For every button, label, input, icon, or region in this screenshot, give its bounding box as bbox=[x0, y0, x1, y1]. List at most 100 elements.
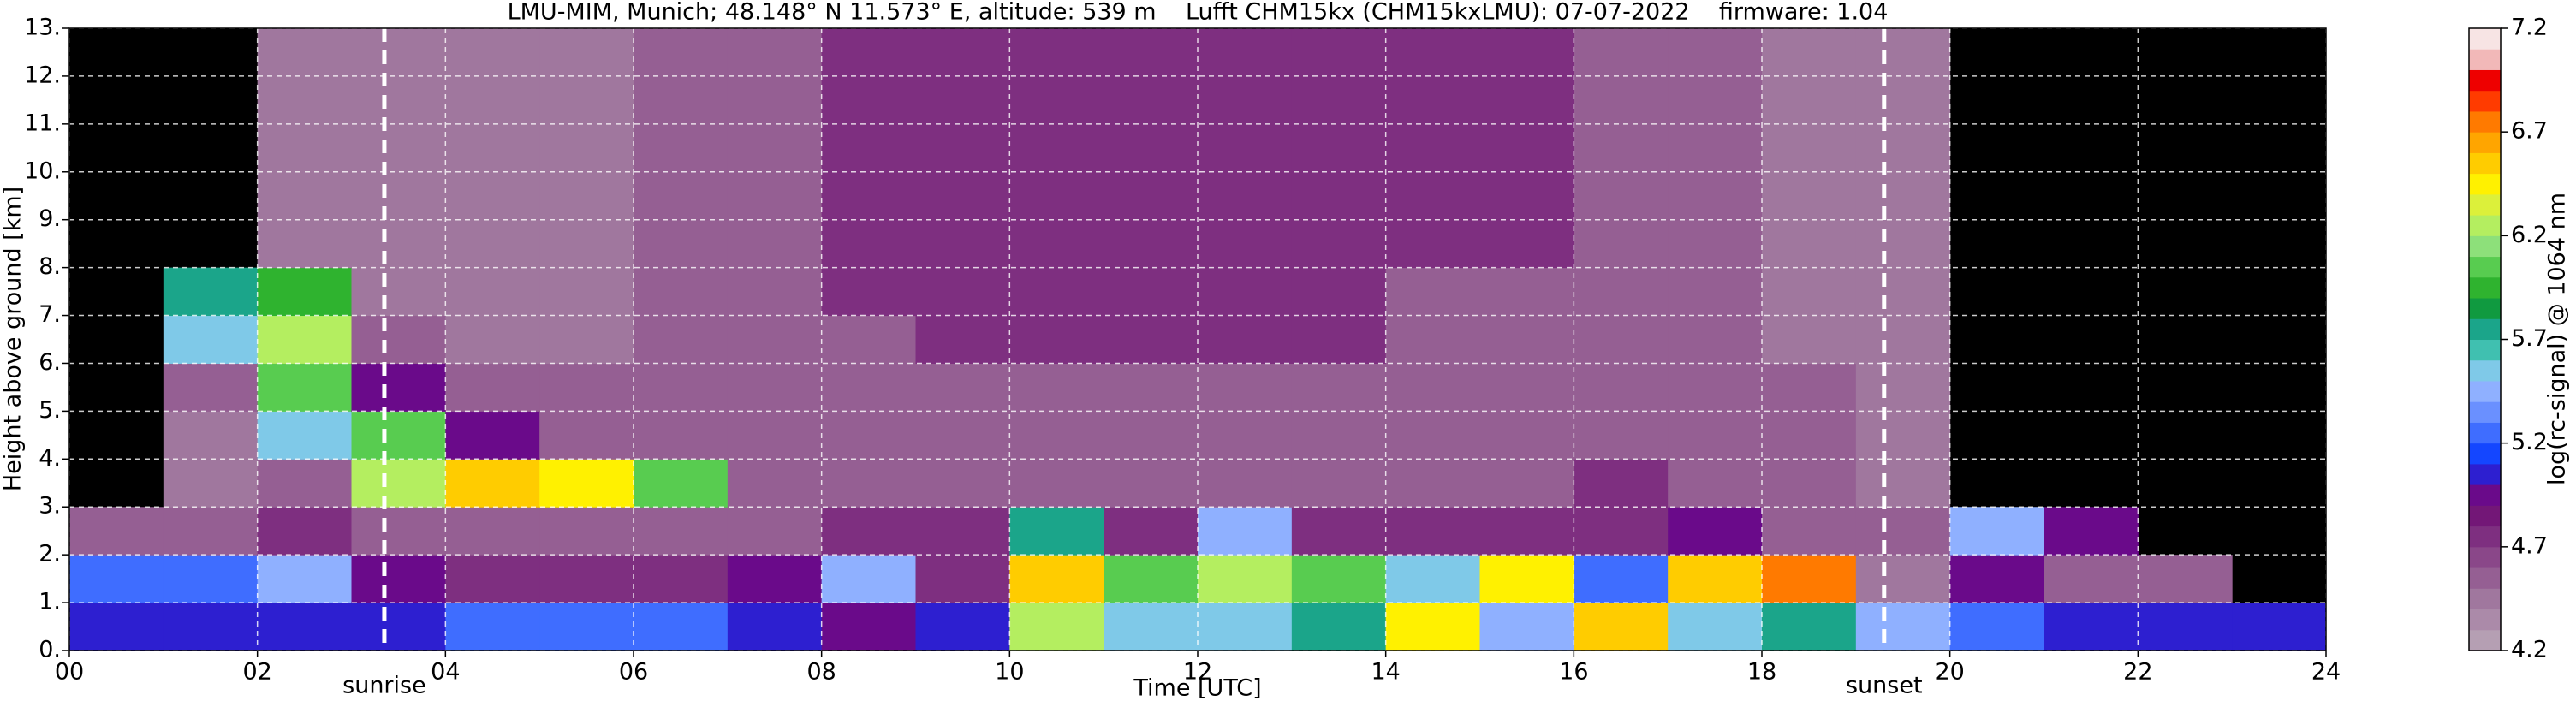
heatmap-cell bbox=[1198, 603, 1293, 651]
heatmap-cell bbox=[634, 75, 729, 125]
heatmap-cell bbox=[1855, 603, 1951, 651]
y-tick-label: 4. bbox=[39, 445, 61, 472]
heatmap-cell bbox=[821, 171, 916, 221]
x-tick-label: 24 bbox=[2311, 659, 2341, 686]
heatmap-cell bbox=[1762, 171, 1857, 221]
heatmap-cell bbox=[163, 411, 259, 460]
heatmap-cell bbox=[1104, 267, 1199, 317]
heatmap-cell bbox=[1479, 219, 1574, 269]
heatmap-cell bbox=[539, 603, 634, 651]
heatmap-cell bbox=[1574, 267, 1669, 317]
heatmap-cell bbox=[1291, 28, 1387, 77]
x-tick-label: 04 bbox=[431, 659, 460, 686]
heatmap-cell bbox=[1574, 315, 1669, 364]
heatmap-cell bbox=[1385, 411, 1480, 460]
heatmap-cell bbox=[1668, 75, 1763, 125]
heatmap-cell bbox=[445, 171, 540, 221]
heatmap-cell bbox=[1668, 171, 1763, 221]
heatmap-cell bbox=[1574, 555, 1669, 603]
y-tick-label: 0. bbox=[39, 637, 61, 663]
x-tick-label: 06 bbox=[619, 659, 648, 686]
heatmap-cell bbox=[445, 603, 540, 651]
y-tick-label: 6. bbox=[39, 349, 61, 376]
heatmap-cell bbox=[539, 267, 634, 317]
heatmap-cell bbox=[257, 75, 352, 125]
heatmap-cell bbox=[2138, 603, 2233, 651]
heatmap-cell bbox=[1855, 123, 1951, 173]
colorbar-tick-label: 4.2 bbox=[2511, 637, 2548, 663]
heatmap-cell bbox=[257, 219, 352, 269]
y-tick-label: 7. bbox=[39, 301, 61, 328]
heatmap-cell bbox=[1668, 267, 1763, 317]
heatmap-cell bbox=[915, 411, 1010, 460]
colorbar-band bbox=[2469, 276, 2501, 299]
heatmap-cell bbox=[1291, 507, 1387, 556]
heatmap-cell bbox=[1762, 28, 1857, 77]
heatmap-cell bbox=[1479, 459, 1574, 508]
heatmap-cell bbox=[351, 123, 446, 173]
colorbar-band bbox=[2469, 90, 2501, 112]
heatmap-cell bbox=[727, 171, 823, 221]
heatmap-cell bbox=[1574, 28, 1669, 77]
heatmap-cell bbox=[445, 555, 540, 603]
heatmap-cell bbox=[915, 363, 1010, 412]
heatmap-cell bbox=[351, 315, 446, 364]
heatmap-cell bbox=[915, 507, 1010, 556]
heatmap-cell bbox=[1291, 363, 1387, 412]
colorbar-band bbox=[2469, 339, 2501, 361]
heatmap-cell bbox=[1009, 363, 1104, 412]
heatmap-cell bbox=[915, 75, 1010, 125]
heatmap-cell bbox=[821, 555, 916, 603]
heatmap-cell bbox=[1479, 267, 1574, 317]
heatmap-cell bbox=[351, 603, 446, 651]
y-tick-label: 13. bbox=[24, 15, 61, 41]
heatmap-cell bbox=[1198, 315, 1293, 364]
heatmap-cell bbox=[727, 603, 823, 651]
heatmap-cell bbox=[915, 28, 1010, 77]
heatmap-cell bbox=[1479, 28, 1574, 77]
heatmap-cell bbox=[69, 555, 164, 603]
heatmap-cell bbox=[1291, 555, 1387, 603]
heatmap-cell bbox=[445, 75, 540, 125]
heatmap-cell bbox=[1855, 315, 1951, 364]
heatmap-cell bbox=[727, 123, 823, 173]
heatmap-cell bbox=[1385, 315, 1480, 364]
heatmap-cell bbox=[727, 75, 823, 125]
heatmap-cell bbox=[1198, 411, 1293, 460]
heatmap-cell bbox=[1668, 123, 1763, 173]
heatmap-cell bbox=[1385, 28, 1480, 77]
heatmap-cell bbox=[1385, 219, 1480, 269]
heatmap-cell bbox=[821, 315, 916, 364]
heatmap-cell bbox=[1479, 75, 1574, 125]
heatmap-cell bbox=[1762, 411, 1857, 460]
heatmap-cell bbox=[1762, 267, 1857, 317]
heatmap-cell bbox=[2044, 507, 2139, 556]
heatmap-cell bbox=[1198, 555, 1293, 603]
heatmap-cell bbox=[727, 28, 823, 77]
heatmap-cell bbox=[445, 459, 540, 508]
heatmap-cell bbox=[1009, 171, 1104, 221]
colorbar-band bbox=[2469, 484, 2501, 506]
heatmap-cell bbox=[1104, 363, 1199, 412]
x-tick-label: 02 bbox=[242, 659, 271, 686]
colorbar-tick-label: 5.2 bbox=[2511, 429, 2548, 455]
heatmap-cell bbox=[634, 363, 729, 412]
x-tick-label: 16 bbox=[1559, 659, 1588, 686]
heatmap-cell bbox=[539, 123, 634, 173]
heatmap-cell bbox=[1855, 507, 1951, 556]
heatmap-cell bbox=[1855, 75, 1951, 125]
heatmap-cell bbox=[1762, 555, 1857, 603]
colorbar-band bbox=[2469, 69, 2501, 92]
heatmap-cell bbox=[1855, 219, 1951, 269]
heatmap-cell bbox=[1104, 315, 1199, 364]
colorbar-tick-label: 7.2 bbox=[2511, 15, 2548, 41]
heatmap-cell bbox=[1574, 123, 1669, 173]
heatmap-cell bbox=[1198, 123, 1293, 173]
heatmap-cell bbox=[1198, 459, 1293, 508]
heatmap-cell bbox=[1949, 507, 2044, 556]
heatmap-cell bbox=[1009, 411, 1104, 460]
heatmap-cell bbox=[1385, 75, 1480, 125]
heatmap-cell bbox=[821, 267, 916, 317]
colorbar-band bbox=[2469, 215, 2501, 236]
heatmap-cell bbox=[1574, 75, 1669, 125]
